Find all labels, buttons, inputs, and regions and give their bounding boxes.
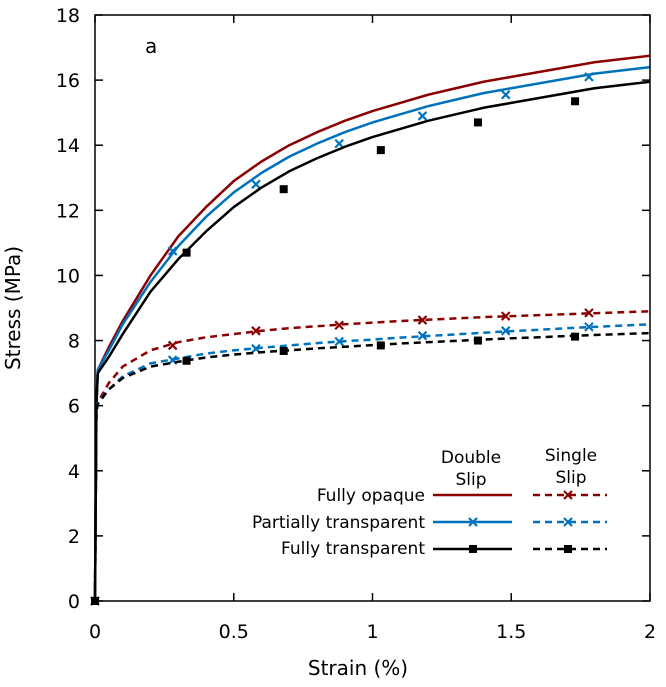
series-marker-3 <box>251 326 261 336</box>
x-axis-title: Strain (%) <box>308 656 408 680</box>
series-marker-3 <box>334 320 344 331</box>
legend-samples <box>433 490 607 553</box>
legend-marker-single <box>564 545 572 553</box>
x-tick-label: 0.5 <box>219 621 249 643</box>
legend-marker-single <box>563 490 573 500</box>
series-marker-2 <box>279 185 288 194</box>
legend-header-single-line2: Slip <box>555 468 586 488</box>
series-marker-2 <box>571 97 580 106</box>
series-marker-1 <box>584 72 594 82</box>
series-line-0 <box>93 54 651 602</box>
series-marker-2 <box>182 248 191 257</box>
y-tick-label: 6 <box>68 396 80 418</box>
series-marker-5 <box>279 346 288 355</box>
ticks-layer: 0 0.5 1 1.5 2 0 2 4 6 8 10 12 14 16 18 <box>56 5 656 643</box>
x-tick-label: 2 <box>644 621 656 643</box>
legend-marker-double <box>468 517 478 527</box>
series-marker-5 <box>571 332 580 341</box>
y-tick-label: 4 <box>68 461 80 483</box>
series-marker-4 <box>500 326 511 336</box>
legend: Double Slip Single Slip Fully opaque Par… <box>252 446 607 559</box>
y-tick-label: 12 <box>56 200 80 222</box>
legend-label-partially-transparent: Partially transparent <box>252 513 425 533</box>
y-axis-title: Stress (MPa) <box>1 246 25 370</box>
series-marker-1 <box>251 179 261 190</box>
legend-marker-double <box>469 545 477 553</box>
series-marker-5 <box>376 341 385 350</box>
series-marker-3 <box>417 315 428 325</box>
series-line-5 <box>93 331 651 602</box>
series-marker-1 <box>334 138 344 149</box>
series-marker-5 <box>473 336 482 345</box>
legend-header-double-line1: Double <box>441 448 501 468</box>
series-marker-5 <box>182 356 191 365</box>
series-marker-2 <box>376 146 385 155</box>
legend-marker-single <box>563 517 573 527</box>
series-marker-4 <box>584 322 594 332</box>
series-marker-1 <box>417 111 428 121</box>
series-marker-3 <box>167 340 178 351</box>
y-tick-label: 0 <box>68 591 80 613</box>
x-tick-label: 1.5 <box>496 621 526 643</box>
y-tick-label: 16 <box>56 70 80 92</box>
legend-label-fully-transparent: Fully transparent <box>281 539 425 559</box>
panel-label: a <box>145 34 157 58</box>
x-tick-label: 1 <box>366 621 378 643</box>
series-marker-3 <box>584 308 594 318</box>
legend-header-single-line1: Single <box>545 446 597 466</box>
y-tick-label: 18 <box>56 5 80 27</box>
y-tick-label: 14 <box>56 135 80 157</box>
series-marker-2 <box>473 118 482 127</box>
series-line-1 <box>93 65 651 602</box>
series-marker-1 <box>167 246 178 256</box>
series-marker-4 <box>417 330 428 341</box>
series-marker-4 <box>334 336 344 347</box>
series-line-2 <box>93 80 651 602</box>
y-tick-label: 8 <box>68 331 80 353</box>
series-marker-3 <box>500 311 511 321</box>
legend-label-fully-opaque: Fully opaque <box>317 486 425 506</box>
x-tick-label: 0 <box>89 621 101 643</box>
legend-header-double-line2: Slip <box>455 470 486 490</box>
y-tick-label: 10 <box>56 265 80 287</box>
series-marker-1 <box>500 89 511 100</box>
series-layer <box>90 54 651 606</box>
y-tick-label: 2 <box>68 526 80 548</box>
series-line-3 <box>93 310 651 602</box>
